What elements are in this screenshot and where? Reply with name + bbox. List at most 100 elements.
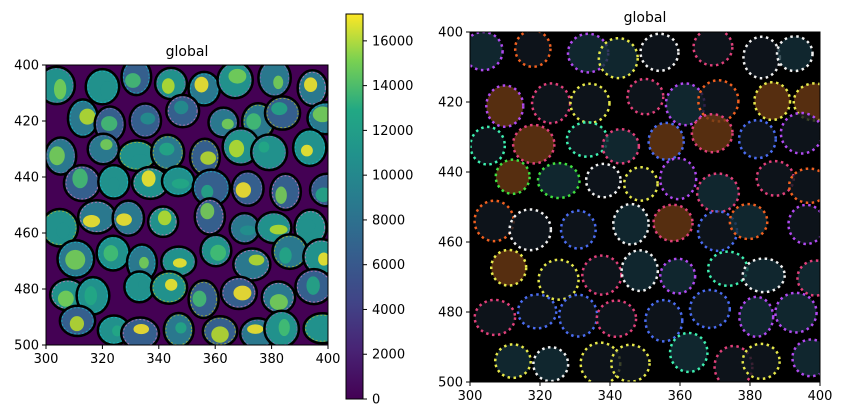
right-cell-rim (728, 202, 769, 241)
left-cell-rim (46, 210, 77, 245)
right-cell (515, 32, 551, 67)
right-cell (743, 36, 780, 79)
right-cell (491, 249, 527, 286)
right-cell (645, 300, 683, 342)
right-cell (793, 83, 820, 121)
right-cell (698, 211, 738, 251)
left-cell-rim (299, 71, 326, 105)
left-cell-core (273, 75, 284, 90)
right-cell (789, 168, 820, 203)
left-cell-rim (99, 166, 129, 198)
left-cell-core (306, 276, 320, 295)
right-cell (660, 158, 697, 200)
right-cell (602, 129, 639, 164)
left-cell-core (72, 168, 88, 189)
right-cell (582, 255, 622, 295)
left-cell-rim (295, 211, 326, 244)
left-cell-core (157, 210, 172, 226)
left-cell-rim (263, 282, 294, 312)
right-x-tick-label: 320 (528, 389, 553, 404)
left-cell-core (210, 244, 227, 261)
left-cell-core (159, 142, 175, 156)
left-cell-core (65, 249, 86, 270)
left-cell-core (56, 222, 70, 240)
left-cell-rim (311, 175, 328, 205)
left-cell-core (319, 323, 328, 337)
right-cell-rim (644, 298, 684, 343)
left-cell-core (133, 324, 150, 335)
left-cell-core (228, 68, 247, 84)
right-x-axis: 300 320 340 360 380 400 (458, 382, 833, 404)
left-cell-rim (305, 314, 328, 342)
right-x-tick-label: 360 (668, 389, 693, 404)
right-cell-rim (485, 84, 525, 129)
left-cell-core (304, 77, 318, 92)
left-cell-rim (257, 213, 290, 242)
left-cell-core (125, 73, 141, 88)
right-cell (653, 204, 693, 242)
right-y-tick-label: 420 (438, 96, 463, 111)
right-cell (697, 173, 739, 213)
right-cell-rim (536, 161, 581, 200)
left-cell-core (174, 100, 189, 115)
right-cell (690, 289, 730, 328)
left-y-tick-label: 440 (14, 171, 39, 186)
right-y-tick-label: 500 (438, 376, 463, 391)
left-x-tick-label: 360 (203, 352, 228, 367)
colorbar-tick-label: 8000 (372, 213, 405, 228)
left-cell-rim (149, 208, 177, 236)
left-cell-core (211, 326, 229, 343)
left-cell-rim (123, 65, 150, 94)
right-cell-rim (738, 295, 775, 339)
right-cell-rim (626, 77, 665, 116)
right-cell-rim (537, 258, 580, 301)
left-cell-rim (271, 175, 300, 209)
colorbar-tick-label: 10000 (372, 169, 413, 184)
left-y-tick-label: 500 (14, 339, 39, 354)
left-y-tick-label: 480 (14, 283, 39, 298)
right-cell (739, 120, 776, 159)
right-x-tick-label: 400 (808, 389, 833, 404)
left-cell-core (100, 81, 115, 101)
right-cell (509, 209, 551, 251)
right-cell (777, 36, 813, 71)
right-cell (756, 161, 794, 196)
right-cell-rim (668, 331, 709, 374)
left-cell-core (315, 187, 328, 203)
right-cell-rim (622, 165, 659, 202)
left-cell-rim (87, 70, 118, 103)
left-cell-core (112, 325, 123, 337)
right-cell-rim (688, 288, 732, 330)
left-cell-core (269, 224, 288, 235)
right-cell-rim (494, 158, 531, 196)
left-cell-core (228, 139, 245, 158)
right-cell (537, 163, 580, 198)
right-cell (598, 38, 638, 79)
left-cell-core (312, 106, 328, 123)
right-cell (532, 83, 571, 124)
left-cell-core (165, 278, 178, 291)
right-cell-rim (658, 156, 698, 201)
right-cell-rim (595, 299, 638, 339)
left-cell (302, 311, 328, 345)
right-cell-rim (493, 343, 532, 380)
right-cell-rim (473, 298, 517, 337)
right-y-axis: 400 420 440 460 480 500 (438, 26, 470, 391)
left-cell-core (201, 184, 214, 199)
right-cell-rim (532, 345, 570, 382)
left-cell-core (248, 254, 265, 266)
right-cell (513, 125, 555, 164)
right-cell (538, 259, 579, 300)
right-cell (788, 204, 820, 244)
right-cell (613, 204, 649, 245)
right-cell-rim (741, 257, 786, 294)
right-cell (517, 294, 557, 329)
right-x-tick-label: 340 (598, 389, 623, 404)
left-y-tick-label: 460 (14, 227, 39, 242)
left-cell-core (116, 213, 132, 226)
right-cell (698, 80, 739, 122)
right-cell (665, 83, 705, 126)
right-cell-rim (692, 32, 734, 67)
right-cell (640, 33, 679, 71)
right-cell (627, 78, 664, 115)
